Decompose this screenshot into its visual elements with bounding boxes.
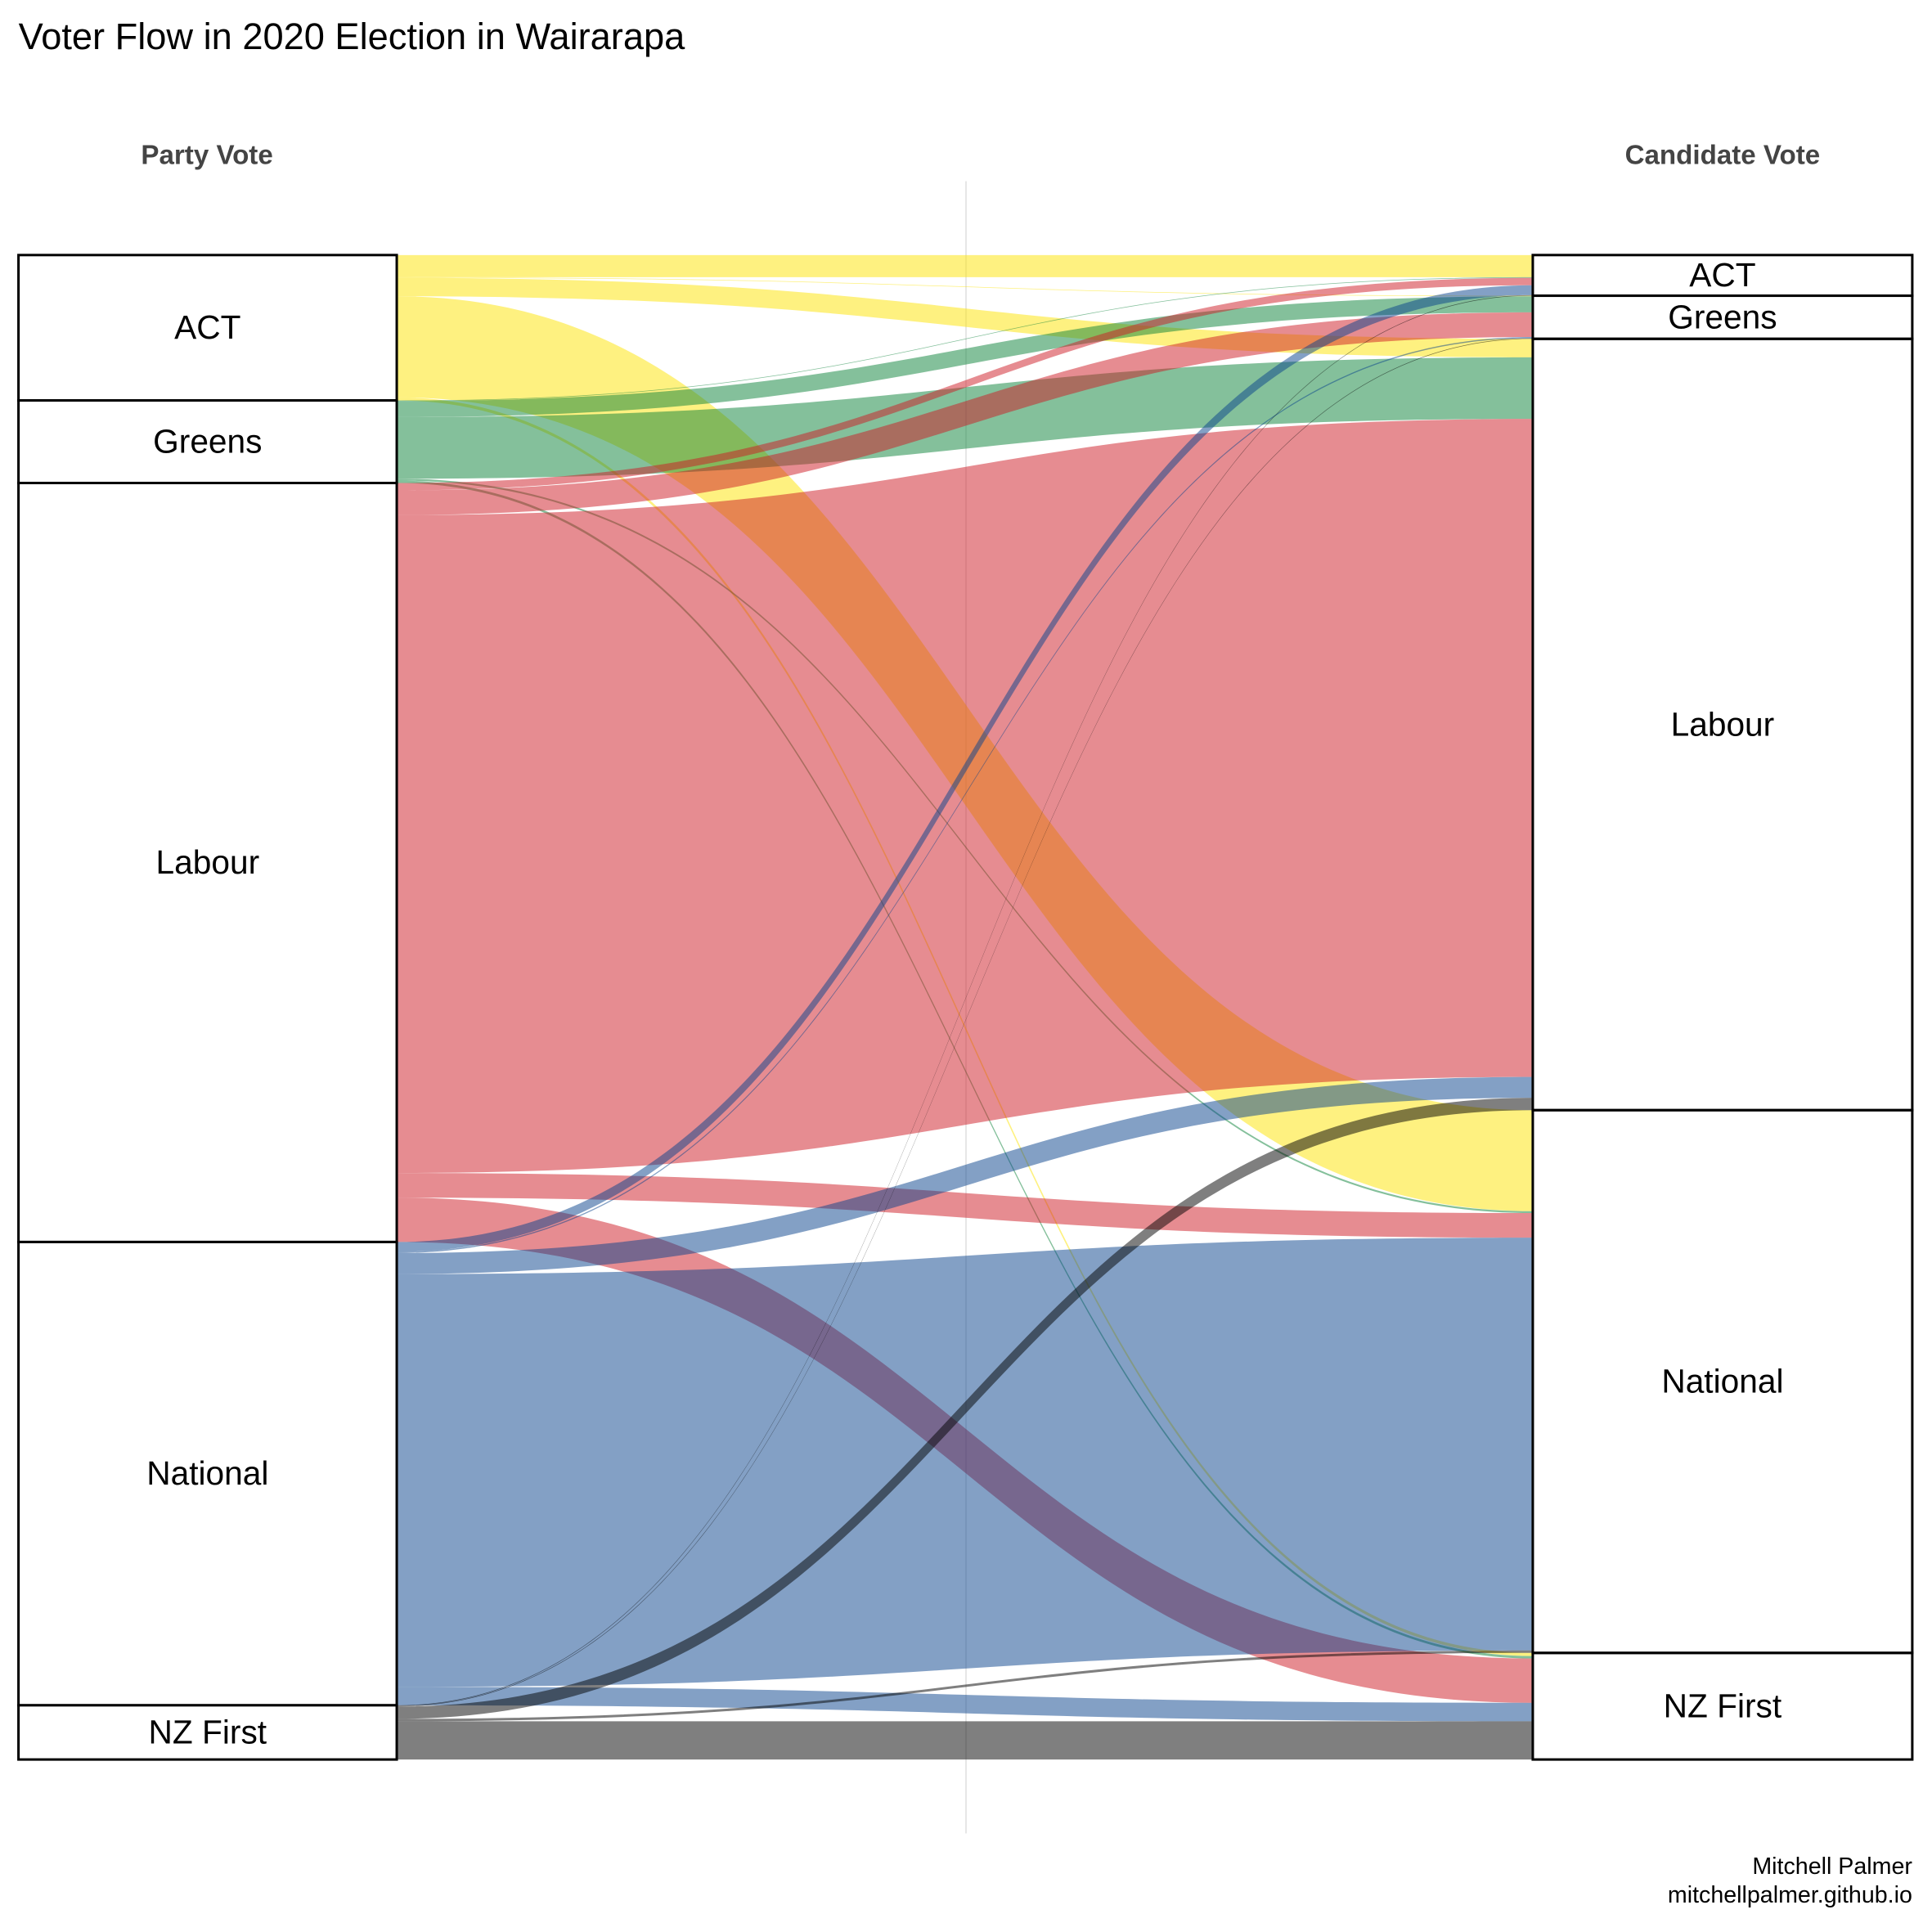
left-node-act: [17, 254, 398, 402]
right-axis-label: Candidate Vote: [1625, 140, 1821, 170]
left-node-nz-first: [17, 1704, 398, 1761]
flow-nz-first-to-nz-first: [397, 1721, 1533, 1760]
flow-act-to-act: [397, 254, 1533, 277]
flows-layer: [397, 254, 1533, 1760]
flow-labour-to-national: [397, 1173, 1533, 1238]
flow-national-to-national: [397, 1238, 1533, 1687]
right-node-label-act: ACT: [1689, 256, 1755, 294]
flow-labour-to-act: [397, 277, 1533, 491]
left-node-label-greens: Greens: [153, 423, 262, 461]
flow-national-to-act: [397, 285, 1533, 1252]
left-node-label-act: ACT: [174, 308, 240, 346]
flow-nz-first-to-greens: [397, 338, 1533, 1707]
flow-nz-first-to-labour: [397, 1098, 1533, 1719]
left-node-greens: [17, 399, 398, 485]
flow-nz-first-to-act: [397, 294, 1533, 1706]
left-node-label-nz-first: NZ First: [149, 1714, 267, 1751]
flow-national-to-nz-first: [397, 1687, 1533, 1722]
left-node-label-labour: Labour: [156, 843, 260, 881]
left-axis-label: Party Vote: [141, 140, 272, 170]
flow-labour-to-greens: [397, 312, 1533, 515]
right-node-nz-first: [1531, 1651, 1914, 1761]
flow-greens-to-act: [397, 276, 1533, 402]
right-node-label-labour: Labour: [1671, 705, 1775, 743]
left-node-national: [17, 1240, 398, 1707]
flow-national-to-labour: [397, 1076, 1533, 1274]
flow-labour-to-labour: [397, 419, 1533, 1174]
right-node-label-greens: Greens: [1668, 298, 1777, 335]
left-node-labour: [17, 481, 398, 1243]
left-node-label-national: National: [146, 1454, 268, 1492]
flow-greens-to-greens: [397, 296, 1533, 417]
footer-site: mitchellpalmer.github.io: [1668, 1882, 1912, 1908]
nodes-layer: ACT Greens Labour National NZ First ACT Greens…: [17, 254, 1914, 1761]
flow-act-to-greens: [397, 276, 1533, 297]
chart-title: Voter Flow in 2020 Election in Wairarapa: [19, 16, 686, 57]
flow-nz-first-to-national: [397, 1650, 1533, 1722]
right-node-label-national: National: [1661, 1363, 1783, 1400]
footer-author: Mitchell Palmer: [1752, 1853, 1912, 1880]
flow-national-to-greens: [397, 336, 1533, 1253]
right-node-label-nz-first: NZ First: [1664, 1687, 1782, 1725]
